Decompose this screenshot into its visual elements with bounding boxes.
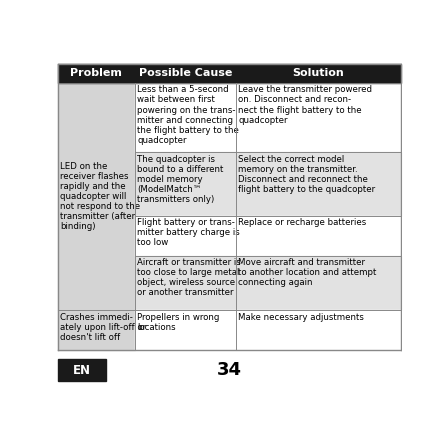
Bar [236, 152, 401, 215]
Bar [135, 310, 236, 350]
Bar [58, 64, 401, 83]
Text: LED on the
receiver flashes
rapidly and the
quadcopter will
not respond to the
t: LED on the receiver flashes rapidly and … [60, 162, 140, 231]
Text: Propellers in wrong
locations: Propellers in wrong locations [137, 313, 219, 332]
Bar [236, 215, 401, 256]
Text: Move aircraft and transmitter
to another location and attempt
connecting again: Move aircraft and transmitter to another… [238, 258, 377, 288]
Bar [236, 310, 401, 350]
Text: Leave the transmitter powered
on. Disconnect and recon-
nect the flight battery : Leave the transmitter powered on. Discon… [238, 85, 372, 125]
Bar [58, 310, 135, 350]
Bar [236, 256, 401, 310]
Text: EN: EN [72, 364, 91, 377]
Text: Select the correct model
memory on the transmitter.
Disconnect and reconnect the: Select the correct model memory on the t… [238, 155, 375, 194]
Bar [135, 256, 236, 310]
Text: Make necessary adjustments: Make necessary adjustments [238, 313, 364, 322]
Bar [135, 152, 236, 215]
Text: The quadcopter is
bound to a different
model memory
(ModelMatch™
transmitters on: The quadcopter is bound to a different m… [137, 155, 224, 204]
Text: 34: 34 [217, 361, 241, 379]
Bar [135, 83, 236, 152]
Bar [135, 215, 236, 256]
Bar [58, 83, 135, 310]
Text: Solution: Solution [292, 69, 344, 79]
Text: Possible Cause: Possible Cause [139, 69, 232, 79]
Text: Crashes immedi-
ately upon lift-off or
doesn't lift off: Crashes immedi- ately upon lift-off or d… [60, 313, 146, 342]
Bar [236, 83, 401, 152]
Bar [58, 360, 105, 382]
Text: Replace or recharge batteries: Replace or recharge batteries [238, 218, 367, 227]
Text: Problem: Problem [70, 69, 122, 79]
Text: Flight battery or trans-
mitter battery charge is
too low: Flight battery or trans- mitter battery … [137, 218, 240, 247]
Text: Aircraft or transmitter is
too close to large metal
object, wireless source
or a: Aircraft or transmitter is too close to … [137, 258, 241, 298]
Text: Less than a 5-second
wait between first
powering on the trans-
mitter and connec: Less than a 5-second wait between first … [137, 85, 239, 145]
